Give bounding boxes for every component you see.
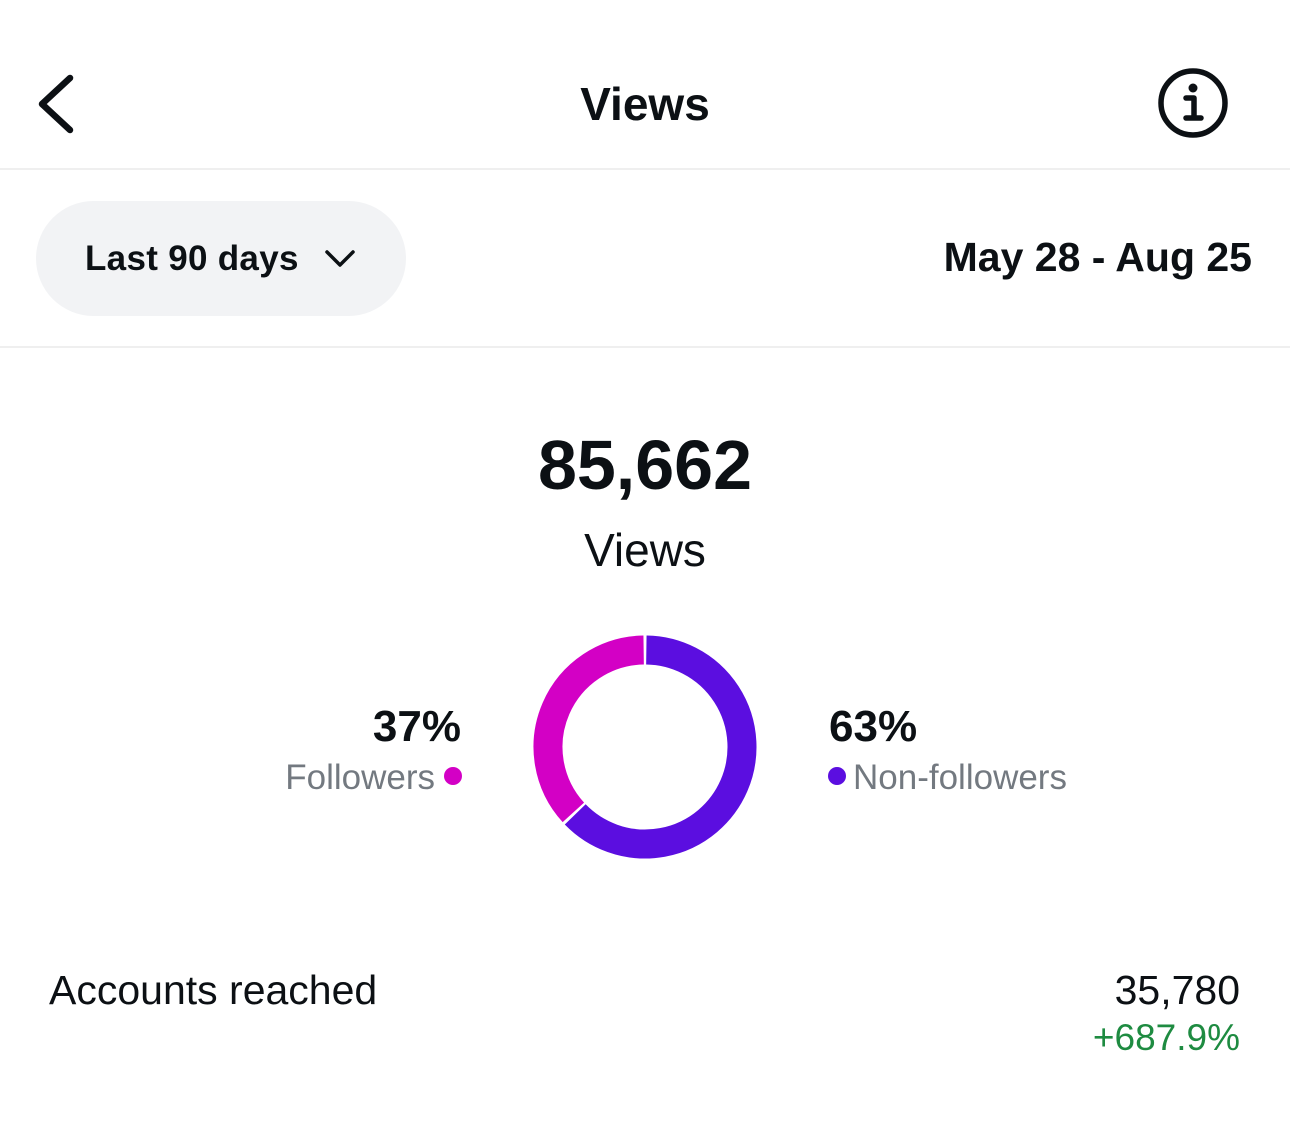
info-button[interactable] [1157,67,1229,139]
views-total: 85,662 [0,425,1290,505]
views-label: Views [0,523,1290,577]
chevron-down-icon [324,245,356,271]
non-followers-percentage: 63% [829,702,917,752]
time-range-dropdown[interactable]: Last 90 days [36,201,406,316]
page-title: Views [0,76,1290,132]
accounts-reached-value: 35,780 [1115,965,1240,1015]
date-range-text: May 28 - Aug 25 [944,232,1252,282]
info-icon [1157,67,1229,139]
audience-donut-chart [526,628,764,866]
followers-legend-dot [444,767,462,785]
date-filter-row: Last 90 days May 28 - Aug 25 [0,170,1290,348]
non-followers-legend-dot [828,767,846,785]
followers-percentage: 37% [373,702,461,752]
donut-slice-non-followers [575,650,742,844]
donut-slice-followers [548,650,644,812]
time-range-label: Last 90 days [85,238,299,280]
accounts-reached-label: Accounts reached [49,965,377,1015]
followers-label: Followers [285,756,435,800]
accounts-reached-change: +687.9% [1093,1016,1240,1060]
top-bar: Views [0,0,1290,170]
non-followers-label: Non-followers [853,756,1067,800]
